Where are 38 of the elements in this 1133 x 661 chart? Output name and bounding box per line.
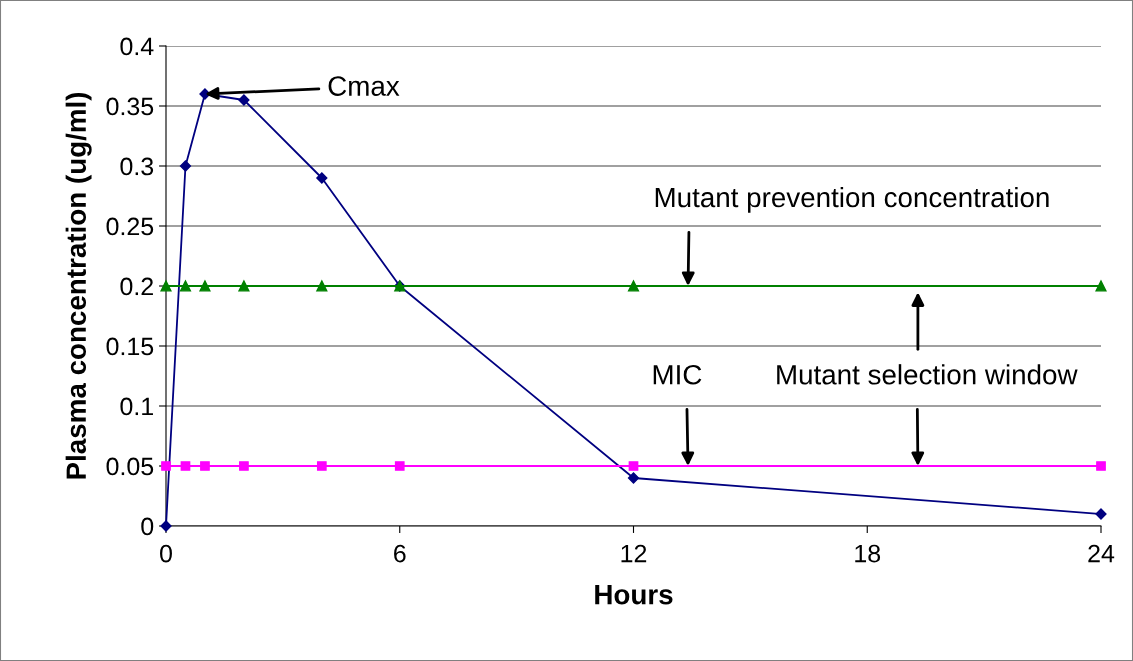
point <box>1096 461 1106 471</box>
point <box>161 461 171 471</box>
y-tick-label: 0.2 <box>120 277 153 296</box>
point <box>628 461 639 471</box>
point <box>316 280 328 292</box>
x-tick-label: 0 <box>160 544 172 563</box>
point <box>627 472 640 484</box>
point <box>179 160 192 172</box>
point <box>1095 280 1107 292</box>
x-tick-label: 24 <box>1088 544 1115 563</box>
point <box>180 461 191 471</box>
y-tick-label: 0 <box>141 517 154 536</box>
y-tick-label: 0.35 <box>106 97 154 116</box>
point <box>179 280 192 292</box>
x-tick-label: 18 <box>855 544 881 563</box>
y-tick-label: 0.25 <box>106 217 154 236</box>
y-tick-label: 0.05 <box>106 457 154 476</box>
point <box>627 280 640 292</box>
point <box>200 461 210 471</box>
x-axis-title: Hours <box>595 585 673 605</box>
point <box>239 461 249 471</box>
y-tick-label: 0.3 <box>120 157 154 176</box>
x-tick-label: 12 <box>621 544 647 563</box>
point <box>160 280 172 292</box>
x-tick-label: 6 <box>394 544 406 563</box>
annotation: MIC <box>653 364 702 385</box>
y-tick-label: 0.15 <box>106 337 154 356</box>
y-tick-label: 0.4 <box>120 37 154 56</box>
y-tick-label: 0.1 <box>120 397 153 416</box>
annotation: Mutant prevention concentration <box>655 186 1049 213</box>
point <box>199 280 211 292</box>
point <box>238 280 250 292</box>
point <box>394 461 405 471</box>
y-axis-title: Plasma concentration (ug/ml) <box>65 92 92 479</box>
point <box>316 172 328 184</box>
annotation: Mutant selection window <box>777 364 1078 385</box>
annotation: Cmax <box>328 76 400 96</box>
point <box>316 461 327 471</box>
